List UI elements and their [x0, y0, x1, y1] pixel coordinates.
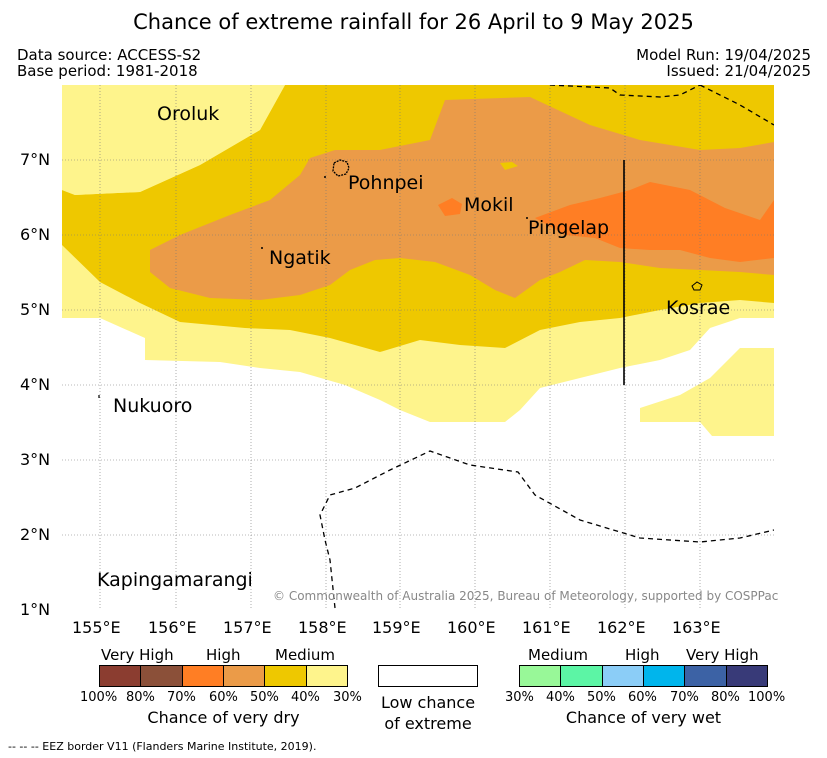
dry-swatch-60-50 — [223, 666, 266, 686]
dry-swatch-100-80 — [100, 666, 142, 686]
dry-swatch-80-70 — [141, 666, 183, 686]
lon-label-157e: 157°E — [223, 618, 272, 637]
dry-tick-80: 80% — [126, 690, 155, 705]
legend-wet-very-high: Very High — [686, 646, 759, 664]
pohnpei-island-icon — [332, 159, 350, 177]
eez-footnote: -- -- -- EEZ border V11 (Flanders Marine… — [8, 740, 317, 753]
wet-swatch-80-100 — [726, 666, 767, 686]
ngatik-island-icon — [261, 247, 263, 249]
place-ngatik: Ngatik — [269, 247, 331, 269]
lon-label-162e: 162°E — [597, 618, 646, 637]
dry-40-speck — [500, 162, 518, 170]
graticule — [62, 85, 774, 610]
dry-60-zone-small — [438, 198, 462, 216]
eez-border — [319, 85, 774, 609]
kosrae-island-icon — [691, 281, 703, 291]
lat-label-5n: 5°N — [20, 300, 51, 319]
wet-tick-100: 100% — [748, 690, 786, 705]
dry-60-zone — [535, 182, 774, 262]
wet-swatch-40-50 — [561, 666, 603, 686]
copyright-note: © Commonwealth of Australia 2025, Bureau… — [273, 589, 779, 603]
mokil-island-icon — [526, 217, 528, 219]
place-mokil: Mokil — [464, 194, 514, 216]
wet-swatch-50-60 — [602, 666, 644, 686]
lon-label-156e: 156°E — [148, 618, 197, 637]
lon-label-163e: 163°E — [672, 618, 721, 637]
lat-label-7n: 7°N — [20, 150, 51, 169]
place-oroluk: Oroluk — [157, 103, 220, 125]
dry-tick-100: 100% — [80, 690, 118, 705]
model-run: Model Run: 19/04/2025 — [636, 46, 811, 64]
wet-tick-40: 40% — [546, 690, 575, 705]
issued-date: Issued: 21/04/2025 — [666, 62, 811, 80]
low-chance-swatch — [378, 665, 478, 687]
place-pingelap: Pingelap — [528, 217, 610, 239]
dry-swatch-70-60 — [182, 666, 224, 686]
wet-swatch-30-40 — [520, 666, 562, 686]
dry-tick-40: 40% — [291, 690, 320, 705]
dry-tick-30: 30% — [333, 690, 362, 705]
lon-label-158e: 158°E — [298, 618, 347, 637]
legend-wet-medium: Medium — [528, 646, 588, 664]
place-kapingamarangi: Kapingamarangi — [97, 569, 253, 591]
dry-tick-70: 70% — [167, 690, 196, 705]
legend-dry-medium: Medium — [275, 646, 335, 664]
pingelap-island-icon — [324, 176, 326, 178]
dry-swatch-50-40 — [265, 666, 307, 686]
lon-label-159e: 159°E — [372, 618, 421, 637]
legend-wet-high: High — [625, 646, 660, 664]
lat-label-4n: 4°N — [20, 375, 51, 394]
legend-dry-very-high: Very High — [101, 646, 174, 664]
map-title: Chance of extreme rainfall for 26 April … — [133, 10, 694, 34]
low-chance-line2: of extreme — [384, 714, 472, 733]
wet-tick-30: 30% — [505, 690, 534, 705]
probability-shading — [62, 85, 774, 610]
dry-colorbar — [99, 665, 348, 687]
dry-50-zone — [150, 97, 774, 300]
lat-label-1n: 1°N — [20, 600, 51, 619]
lon-label-155e: 155°E — [72, 618, 121, 637]
wet-tick-60: 60% — [628, 690, 657, 705]
wet-tick-70: 70% — [670, 690, 699, 705]
lat-label-2n: 2°N — [20, 525, 51, 544]
wet-colorbar — [519, 665, 768, 687]
place-nukuoro: Nukuoro — [113, 395, 193, 417]
wet-tick-50: 50% — [587, 690, 616, 705]
wet-swatch-70-80 — [685, 666, 727, 686]
legend-dry-title: Chance of very dry — [147, 708, 300, 727]
place-pohnpei: Pohnpei — [348, 172, 424, 194]
dry-30-zone-east — [640, 348, 774, 436]
wet-tick-80: 80% — [711, 690, 740, 705]
dry-swatch-40-30 — [306, 666, 347, 686]
lon-label-160e: 160°E — [447, 618, 496, 637]
dry-tick-60: 60% — [209, 690, 238, 705]
legend-dry-high: High — [206, 646, 241, 664]
legend-wet-title: Chance of very wet — [565, 708, 722, 727]
place-kosrae: Kosrae — [666, 297, 731, 319]
wet-swatch-60-70 — [643, 666, 686, 686]
low-chance-line1: Low chance — [380, 693, 476, 712]
dry-tick-50: 50% — [250, 690, 279, 705]
base-period: Base period: 1981-2018 — [17, 62, 198, 80]
dry-30-zone-northwest — [62, 85, 285, 195]
lat-label-6n: 6°N — [20, 225, 51, 244]
lat-label-3n: 3°N — [20, 450, 51, 469]
data-source: Data source: ACCESS-S2 — [17, 46, 202, 64]
lon-label-161e: 161°E — [522, 618, 571, 637]
